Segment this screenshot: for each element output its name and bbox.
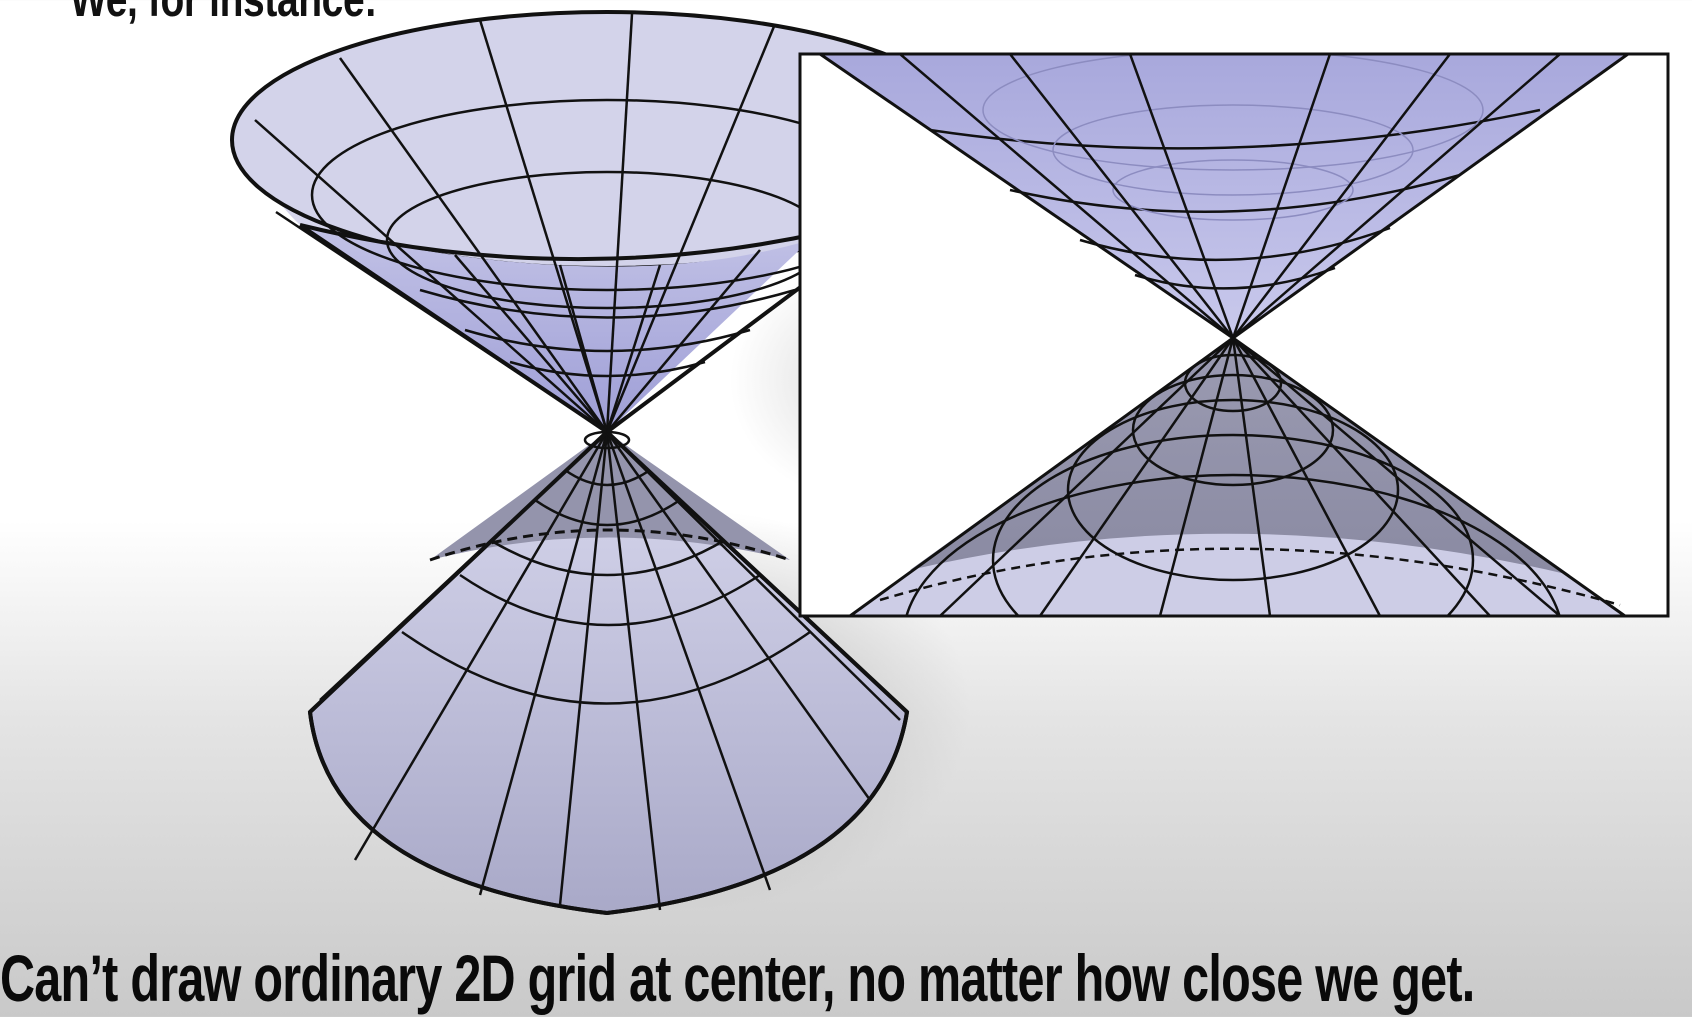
- slide-title-partial: We, for instance:: [70, 0, 377, 28]
- slide-caption: Can’t draw ordinary 2D grid at center, n…: [0, 941, 1475, 1015]
- zoom-inset: [798, 52, 1670, 618]
- lower-cone: [307, 429, 910, 916]
- zoom-inset-border: [798, 52, 1670, 618]
- double-cone-diagram: [230, 10, 1670, 916]
- upper-cone: [230, 10, 984, 434]
